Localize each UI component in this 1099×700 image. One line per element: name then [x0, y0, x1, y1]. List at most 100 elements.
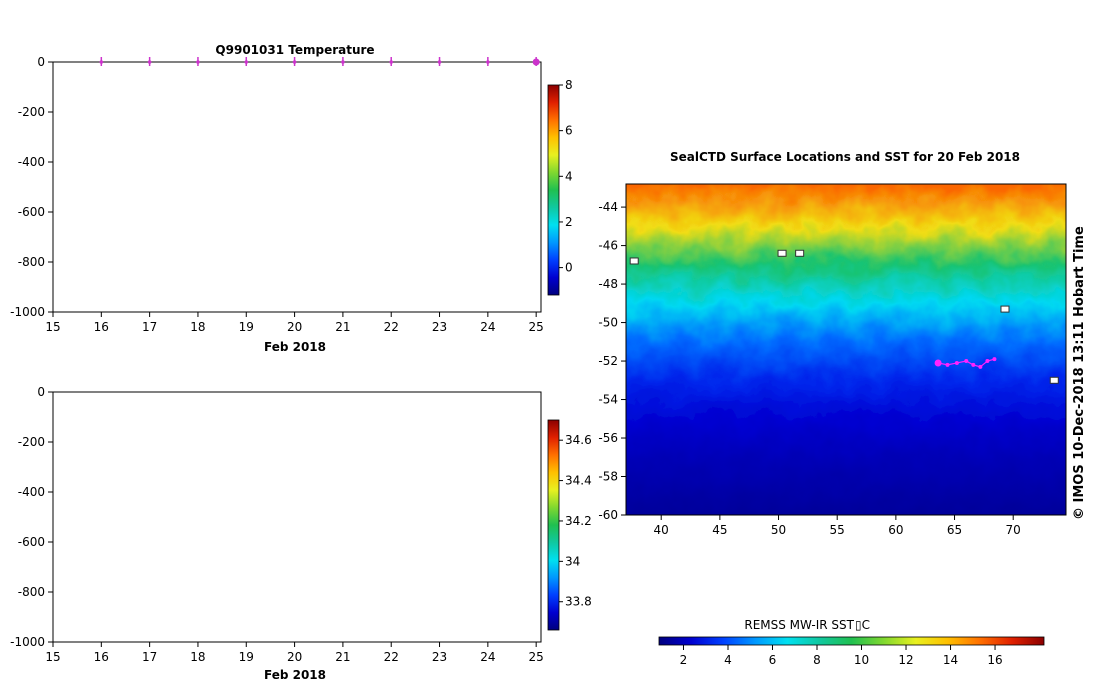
salinity-ytick-label: -600 — [18, 535, 45, 549]
seal-location — [964, 359, 969, 364]
sst-colorbar-unit: ▯C — [855, 618, 870, 632]
seal-location — [992, 357, 997, 362]
salinity-panel: 15 16 17 18 19 20 21 22 23 24 25 0 -200 -400 -600 -800… — [10, 385, 592, 682]
salinity-ytick-label: -200 — [18, 435, 45, 449]
temperature-xtick-label: 23 — [432, 320, 447, 334]
map-xtick-label: 65 — [947, 523, 962, 537]
temperature-ytick-label: -600 — [18, 205, 45, 219]
salinity-plot-frame — [52, 391, 542, 643]
temperature-xtick-label: 15 — [45, 320, 60, 334]
salinity-x-axis: 15 16 17 18 19 20 21 22 23 24 25 — [45, 642, 544, 664]
temperature-y-axis: 0 -200 -400 -600 -800 -1000 — [10, 55, 53, 319]
map-x-axis: 40 45 50 55 60 65 70 — [654, 515, 1021, 537]
seal-track — [934, 357, 997, 369]
salinity-xtick-label: 20 — [287, 650, 302, 664]
temperature-ytick-label: -200 — [18, 105, 45, 119]
island — [1000, 305, 1010, 313]
map-xtick-label: 45 — [712, 523, 727, 537]
temperature-colorbar — [547, 84, 560, 296]
map-ytick-label: -54 — [598, 393, 618, 407]
map-ytick-label: -52 — [598, 354, 618, 368]
profile-marker-dot — [147, 60, 152, 64]
temperature-xtick-label: 25 — [529, 320, 544, 334]
map-frame — [625, 183, 1067, 516]
temperature-xtick-label: 19 — [239, 320, 254, 334]
sst-colorbar-tick-label: 6 — [769, 653, 777, 667]
temperature-xtick-label: 18 — [190, 320, 205, 334]
map-xtick-label: 60 — [888, 523, 903, 537]
map-xtick-label: 55 — [830, 523, 845, 537]
seal-location — [971, 362, 976, 367]
island — [777, 249, 787, 257]
map-ytick-label: -60 — [598, 508, 618, 522]
colorbar-tick-label: 4 — [565, 169, 573, 183]
salinity-xtick-label: 18 — [190, 650, 205, 664]
salinity-xtick-label: 21 — [335, 650, 350, 664]
salinity-ytick-label: 0 — [37, 385, 45, 399]
sst-field-raster — [626, 184, 1066, 515]
salinity-xtick-label: 23 — [432, 650, 447, 664]
colorbar-tick-label: 8 — [565, 78, 573, 92]
profile-marker-dot — [486, 60, 490, 64]
salinity-xtick-label: 25 — [529, 650, 544, 664]
map-xtick-label: 40 — [654, 523, 669, 537]
map-islands — [629, 249, 1059, 384]
colorbar-tick-label: 0 — [565, 261, 573, 275]
salinity-colorbar — [547, 419, 560, 631]
colorbar-tick-label: 34.2 — [565, 514, 592, 528]
seal-location — [978, 364, 983, 369]
profile-marker-dot — [292, 60, 297, 64]
sst-colorbar-tick-label: 16 — [987, 653, 1002, 667]
map-title: SealCTD Surface Locations and SST for 20… — [670, 150, 1020, 164]
salinity-xlabel: Feb 2018 — [264, 668, 326, 682]
temperature-xtick-label: 21 — [335, 320, 350, 334]
sst-colorbar-tick-label: 8 — [813, 653, 821, 667]
temperature-plot-frame — [52, 61, 542, 313]
profile-marker-dot — [532, 58, 540, 66]
colorbar-tick-label: 33.8 — [565, 595, 592, 609]
island — [629, 257, 639, 265]
sst-colorbar-tick-label: 10 — [854, 653, 869, 667]
map-credit: © IMOS 10-Dec-2018 13:11 Hobart Time — [1072, 226, 1087, 520]
temperature-xlabel: Feb 2018 — [264, 340, 326, 354]
sst-colorbar-tick-label: 2 — [680, 653, 688, 667]
temperature-ytick-label: -400 — [18, 155, 45, 169]
seal-location — [945, 362, 950, 367]
map-ytick-label: -50 — [598, 316, 618, 330]
salinity-ytick-label: -400 — [18, 485, 45, 499]
map-ytick-label: -56 — [598, 431, 618, 445]
sst-colorbar-label: REMSS MW-IR SST — [744, 618, 854, 632]
sst-colorbar-tick-label: 4 — [724, 653, 732, 667]
map-ytick-label: -48 — [598, 277, 618, 291]
salinity-xtick-label: 24 — [480, 650, 495, 664]
temperature-ytick-label: -1000 — [10, 305, 45, 319]
salinity-xtick-label: 19 — [239, 650, 254, 664]
colorbar-tick-label: 34.4 — [565, 474, 592, 488]
sst-colorbar-tick-label: 12 — [898, 653, 913, 667]
temperature-xtick-label: 17 — [142, 320, 157, 334]
temperature-xtick-label: 16 — [94, 320, 109, 334]
profile-marker-dot — [244, 60, 249, 64]
profile-marker-dot — [389, 60, 394, 64]
map-ytick-label: -44 — [598, 200, 618, 214]
seal-location — [934, 359, 942, 367]
profile-marker-dot — [341, 60, 345, 64]
colorbar-tick-label: 34.6 — [565, 433, 592, 447]
salinity-y-axis: 0 -200 -400 -600 -800 -1000 — [10, 385, 53, 649]
map-y-axis: -44 -46 -48 -50 -52 -54 -56 -58 -60 — [598, 200, 626, 522]
colorbar-tick-label: 2 — [565, 215, 573, 229]
salinity-xtick-label: 17 — [142, 650, 157, 664]
sst-colorbar — [658, 636, 1045, 646]
sst-colorbar-tick-label: 14 — [943, 653, 958, 667]
temperature-xtick-label: 22 — [384, 320, 399, 334]
map-ytick-label: -58 — [598, 470, 618, 484]
colorbar-tick-label: 34 — [565, 554, 580, 568]
temperature-x-axis: 15 16 17 18 19 20 21 22 23 24 25 — [45, 312, 544, 334]
salinity-ytick-label: -800 — [18, 585, 45, 599]
temperature-ytick-label: -800 — [18, 255, 45, 269]
salinity-xtick-label: 22 — [384, 650, 399, 664]
sst-map-panel: SealCTD Surface Locations and SST for 20… — [598, 150, 1087, 667]
temperature-panel: Q9901031 Temperature 15 16 17 18 19 20 21 22 23 2… — [10, 43, 573, 354]
profile-marker-dot — [196, 60, 200, 64]
